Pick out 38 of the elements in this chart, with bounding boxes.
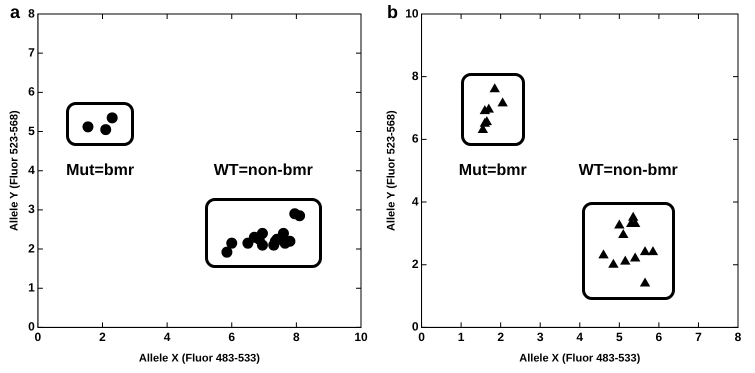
x-axis-title: Allele X (Fluor 483-533) bbox=[519, 352, 641, 364]
y-tick-label: 2 bbox=[28, 241, 36, 256]
chart-title: a bbox=[10, 2, 20, 23]
x-tick-label: 6 bbox=[228, 330, 236, 344]
y-tick-label: 10 bbox=[405, 6, 419, 20]
x-tick-label: 3 bbox=[536, 330, 544, 344]
x-tick-label: 7 bbox=[695, 330, 702, 344]
x-tick-label: 5 bbox=[616, 330, 623, 344]
y-tick-label: 0 bbox=[28, 320, 36, 334]
annotation: Mut=bmr bbox=[458, 162, 527, 180]
x-tick-label: 8 bbox=[293, 330, 300, 344]
y-tick-label: 3 bbox=[28, 202, 36, 216]
y-tick-label: 6 bbox=[412, 132, 419, 146]
y-tick-label: 1 bbox=[28, 280, 36, 295]
y-tick-label: 4 bbox=[28, 163, 36, 178]
y-tick-label: 4 bbox=[412, 194, 419, 208]
y-tick-label: 6 bbox=[28, 84, 36, 99]
x-tick-label: 2 bbox=[497, 330, 504, 344]
x-tick-label: 1 bbox=[458, 330, 465, 344]
x-tick-label: 6 bbox=[656, 330, 663, 344]
x-axis-title: Allele X (Fluor 483-533) bbox=[138, 352, 260, 364]
y-axis-title: Allele Y (Fluor 523-568) bbox=[8, 110, 21, 232]
x-tick-label: 10 bbox=[354, 330, 368, 344]
annotation: WT=non-bmr bbox=[578, 162, 678, 180]
chart-title: b bbox=[387, 2, 398, 23]
y-tick-label: 0 bbox=[412, 320, 419, 334]
y-tick-label: 8 bbox=[412, 68, 419, 83]
x-tick-label: 4 bbox=[164, 330, 171, 344]
annotation: Mut=bmr bbox=[66, 162, 134, 180]
annotation: WT=non-bmr bbox=[214, 162, 313, 180]
y-tick-label: 2 bbox=[412, 257, 419, 272]
x-tick-label: 8 bbox=[734, 330, 742, 344]
x-tick-label: 4 bbox=[576, 330, 584, 344]
y-axis-title: Allele Y (Fluor 523-568) bbox=[386, 110, 398, 232]
y-tick-label: 8 bbox=[28, 6, 36, 20]
y-tick-label: 7 bbox=[28, 45, 36, 60]
x-tick-label: 2 bbox=[99, 330, 106, 344]
y-tick-label: 5 bbox=[28, 124, 36, 138]
